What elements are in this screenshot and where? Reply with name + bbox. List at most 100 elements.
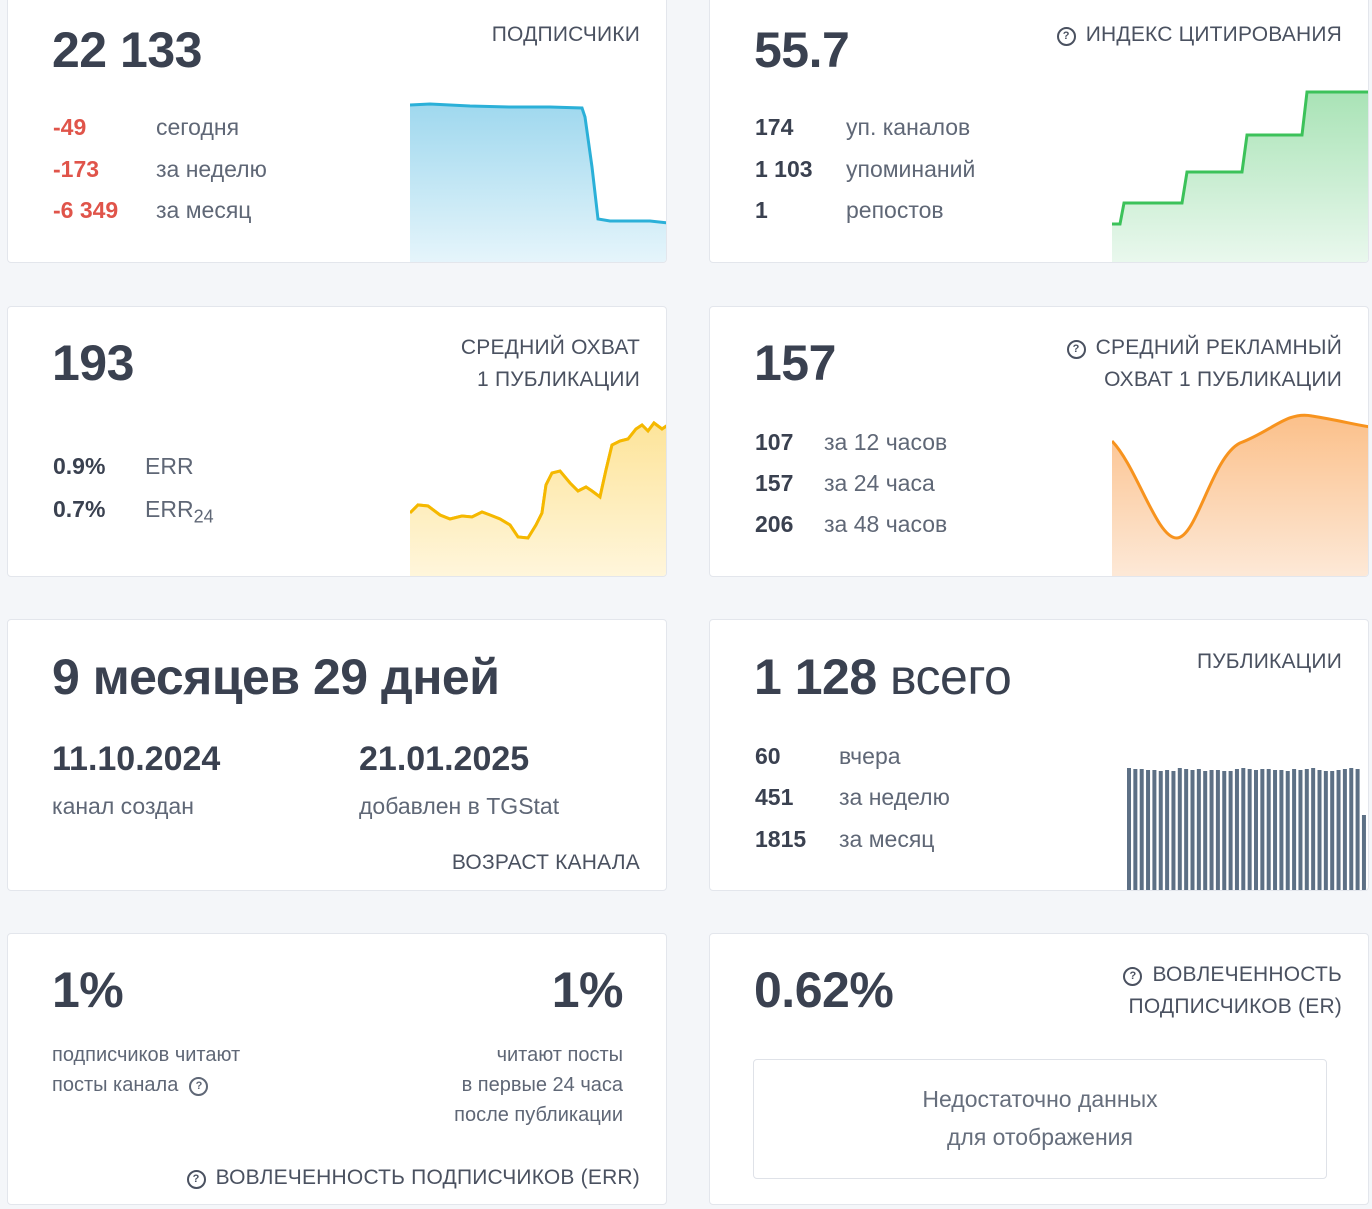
publications-bar <box>1349 768 1354 890</box>
publications-bar <box>1146 770 1151 890</box>
publications-week-label: за неделю <box>839 784 950 810</box>
subscribers-value: 22 133 <box>52 22 202 78</box>
ad-reach-24h-value: 157 <box>755 470 794 496</box>
reach-err24-label: ERR24 <box>145 496 214 528</box>
age-value: 9 месяцев 29 дней <box>52 649 500 705</box>
err-right-line3: после публикации <box>454 1104 623 1126</box>
subscribers-month-label: за месяц <box>156 197 252 223</box>
er-value: 0.62% <box>754 962 894 1018</box>
publications-bar <box>1355 769 1360 890</box>
publications-bar <box>1260 769 1265 890</box>
publications-bar <box>1254 770 1258 890</box>
citation-mentions-label: упоминаний <box>846 156 976 182</box>
er-title: ? ВОВЛЕЧЕННОСТЬ ПОДПИСЧИКОВ (ER) <box>1123 959 1342 1022</box>
publications-bar <box>1209 770 1214 890</box>
reach-err-label: ERR <box>145 453 194 479</box>
err-right-value: 1% <box>551 962 624 1018</box>
help-icon[interactable]: ? <box>1056 27 1076 46</box>
reach-err24-value: 0.7% <box>53 496 106 522</box>
publications-bar <box>1228 771 1233 890</box>
subscribers-sparkline <box>410 102 666 262</box>
publications-bar <box>1133 769 1138 890</box>
er-title-line1: ВОВЛЕЧЕННОСТЬ <box>1152 963 1342 986</box>
er-card[interactable]: 0.62% ? ВОВЛЕЧЕННОСТЬ ПОДПИСЧИКОВ (ER) Не… <box>709 933 1369 1205</box>
citation-reposts-label: репостов <box>846 197 944 223</box>
publications-bar <box>1298 770 1303 890</box>
subscribers-today-value: -49 <box>53 114 87 140</box>
publications-month-value: 1815 <box>755 826 807 852</box>
publications-bar <box>1177 768 1182 890</box>
age-title: ВОЗРАСТ КАНАЛА <box>451 851 640 874</box>
reach-err-value: 0.9% <box>53 453 106 479</box>
er-title-line2: ПОДПИСЧИКОВ (ER) <box>1128 994 1342 1018</box>
publications-count: 1 128 <box>754 649 877 705</box>
citation-reposts-value: 1 <box>755 197 768 223</box>
citation-card[interactable]: 55.7 ? ИНДЕКС ЦИТИРОВАНИЯ 174 уп. каналов… <box>709 0 1369 263</box>
ad-reach-12h-label: за 12 часов <box>824 429 948 455</box>
reach-title-line1: СРЕДНИЙ ОХВАТ <box>460 336 640 359</box>
help-icon[interactable]: ? <box>1066 340 1086 359</box>
ad-reach-sparkline <box>1112 413 1368 576</box>
publications-week-value: 451 <box>755 784 794 810</box>
publications-bar <box>1342 769 1347 890</box>
citation-title: ? ИНДЕКС ЦИТИРОВАНИЯ <box>1056 19 1342 51</box>
citation-channels-value: 174 <box>755 114 794 140</box>
citation-sparkline <box>1112 90 1368 262</box>
subscribers-today-label: сегодня <box>156 114 240 140</box>
publications-bar <box>1317 770 1322 890</box>
er-no-data-line2: для отображения <box>947 1124 1133 1150</box>
er-no-data-box: Недостаточно данных для отображения <box>753 1059 1327 1179</box>
publications-bar <box>1336 770 1341 890</box>
err-left-line2: посты канала <box>52 1074 179 1096</box>
publications-bar <box>1215 770 1220 890</box>
publications-bar <box>1139 769 1144 890</box>
help-icon[interactable]: ? <box>186 1170 206 1189</box>
publications-bar <box>1152 770 1157 890</box>
subscribers-title: ПОДПИСЧИКИ <box>491 23 640 46</box>
publications-bar <box>1241 768 1246 890</box>
publications-bar <box>1285 771 1290 890</box>
publications-bar <box>1279 770 1284 890</box>
publications-total-word: всего <box>890 649 1012 705</box>
ad-reach-card[interactable]: 157 ? СРЕДНИЙ РЕКЛАМНЫЙ ОХВАТ 1 ПУБЛИКАЦИ… <box>709 306 1369 577</box>
help-icon[interactable]: ? <box>189 1077 209 1096</box>
publications-yesterday-label: вчера <box>839 743 901 769</box>
publications-value: 1 128 всего <box>754 649 1012 705</box>
publications-bar <box>1247 769 1252 890</box>
ad-reach-12h-value: 107 <box>755 429 794 455</box>
publications-bar-chart <box>1127 768 1366 890</box>
publications-month-label: за месяц <box>839 826 935 852</box>
err-left-value: 1% <box>52 962 124 1018</box>
citation-mentions-value: 1 103 <box>755 156 813 182</box>
ad-reach-value: 157 <box>754 335 836 391</box>
citation-title-text: ИНДЕКС ЦИТИРОВАНИЯ <box>1085 23 1342 46</box>
err-right-line1: читают посты <box>496 1044 623 1066</box>
publications-bar <box>1165 770 1170 890</box>
err-right-caption: читают посты в первые 24 часа после публ… <box>454 1040 623 1130</box>
age-created-date: 11.10.2024 <box>52 740 221 778</box>
publications-bar <box>1171 771 1176 890</box>
age-added-label: добавлен в TGStat <box>359 793 560 819</box>
publications-bar <box>1292 769 1297 890</box>
ad-reach-48h-value: 206 <box>755 511 794 537</box>
age-created-label: канал создан <box>52 793 194 819</box>
publications-bar <box>1323 771 1328 890</box>
help-icon[interactable]: ? <box>1123 967 1143 986</box>
err-card[interactable]: 1% подписчиков читают посты канала ? 1% … <box>7 933 667 1205</box>
citation-channels-label: уп. каналов <box>846 114 971 140</box>
ad-reach-48h-label: за 48 часов <box>824 511 948 537</box>
reach-card[interactable]: 193 СРЕДНИЙ ОХВАТ 1 ПУБЛИКАЦИИ 0.9% ERR … <box>7 306 667 577</box>
reach-err24-label-text: ERR <box>145 496 194 522</box>
age-card[interactable]: 9 месяцев 29 дней 11.10.2024 канал созда… <box>7 619 667 891</box>
publications-bar <box>1361 815 1366 890</box>
publications-bar <box>1311 768 1316 890</box>
publications-bar <box>1222 771 1227 890</box>
reach-err24-subscript: 24 <box>193 506 214 527</box>
subscribers-week-label: за неделю <box>156 156 267 182</box>
subscribers-card[interactable]: 22 133 ПОДПИСЧИКИ -49 сегодня -173 за не… <box>7 0 667 263</box>
subscribers-month-value: -6 349 <box>53 197 119 223</box>
publications-bar <box>1190 770 1195 890</box>
publications-card[interactable]: 1 128 всего ПУБЛИКАЦИИ 60 вчера 451 за н… <box>709 619 1369 891</box>
er-no-data-line1: Недостаточно данных <box>922 1086 1158 1112</box>
publications-bar <box>1266 769 1271 890</box>
